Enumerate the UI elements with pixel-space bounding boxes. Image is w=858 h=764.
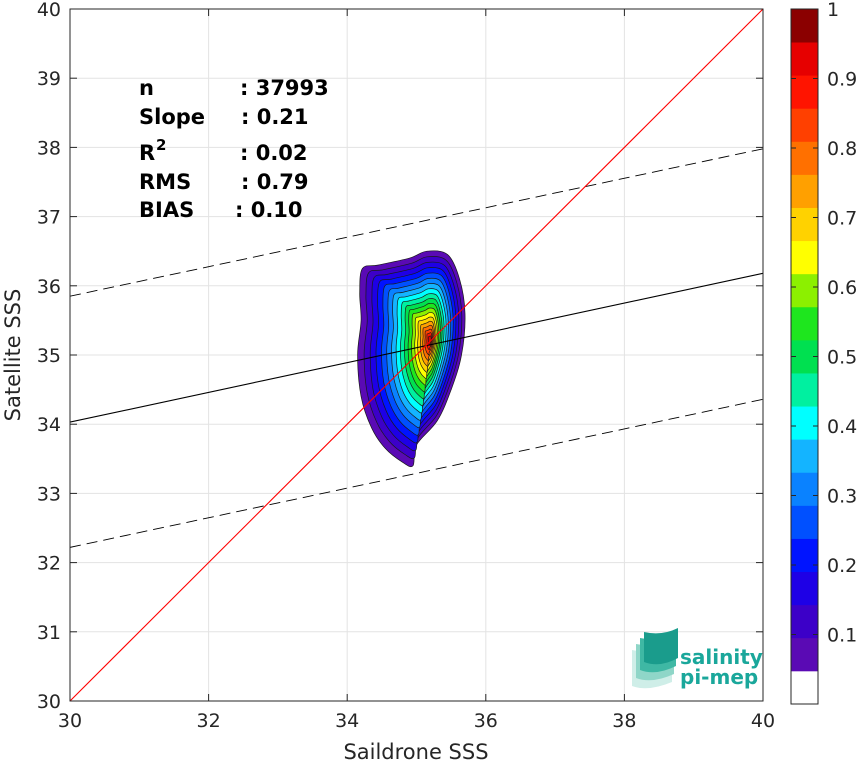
colorbar-segment bbox=[791, 505, 818, 539]
colorbar-segment bbox=[791, 174, 818, 208]
colorbar-tick-label: 0.3 bbox=[827, 486, 857, 508]
y-tick-label: 30 bbox=[37, 691, 61, 713]
y-tick-label: 35 bbox=[37, 345, 61, 367]
stat-value: : 37993 bbox=[240, 76, 329, 100]
y-axis-label: Satellite SSS bbox=[1, 289, 25, 422]
y-tick-label: 32 bbox=[37, 553, 61, 575]
x-tick-label: 38 bbox=[612, 710, 636, 732]
colorbar-segment bbox=[791, 42, 818, 76]
colorbar-segment bbox=[791, 373, 818, 407]
colorbar-tick-label: 0.1 bbox=[827, 625, 857, 647]
x-tick-label: 34 bbox=[335, 710, 359, 732]
x-tick-label: 32 bbox=[197, 710, 221, 732]
stat-label: Slope bbox=[139, 105, 205, 129]
colorbar-segment bbox=[791, 141, 818, 175]
stat-value: : 0.79 bbox=[241, 170, 309, 194]
colorbar-segment bbox=[791, 207, 818, 242]
logo-line2: pi-mep bbox=[680, 665, 758, 689]
y-tick-label: 38 bbox=[37, 137, 61, 159]
colorbar-segment bbox=[791, 75, 818, 109]
lines bbox=[70, 9, 763, 701]
stat-superscript: 2 bbox=[156, 136, 166, 154]
logo-line1: salinity bbox=[680, 645, 763, 669]
colorbar-segment bbox=[791, 604, 818, 639]
colorbar-tick-label: 0.9 bbox=[827, 69, 857, 91]
stat-label: RMS bbox=[139, 170, 191, 194]
y-tick-label: 37 bbox=[37, 207, 61, 229]
colorbar-segment bbox=[791, 273, 818, 308]
identity-line bbox=[70, 9, 763, 701]
y-tick-label: 40 bbox=[37, 0, 61, 21]
colorbar-tick-label: 0.8 bbox=[827, 138, 857, 160]
y-tick-label: 39 bbox=[37, 68, 61, 90]
colorbar-segment bbox=[791, 306, 818, 341]
colorbar-segment bbox=[791, 571, 818, 606]
wave-layers-icon bbox=[632, 628, 678, 689]
colorbar-tick-label: 0.4 bbox=[827, 416, 857, 438]
statistics-block: n : 37993 Slope : 0.21 R 2 : 0.02 RMS : 0.79 BIAS… bbox=[139, 76, 329, 222]
colorbar-segment bbox=[791, 439, 818, 473]
y-tick-label: 33 bbox=[37, 483, 61, 505]
colorbar-segment bbox=[791, 108, 818, 142]
axis-ticks: 30 32 34 36 38 40 30 31 32 33 34 35 36 37 38 39 40 bbox=[37, 0, 775, 732]
y-tick-label: 34 bbox=[37, 414, 61, 436]
stat-label: n bbox=[139, 76, 154, 100]
stat-value: : 0.02 bbox=[240, 141, 308, 165]
colorbar-segment bbox=[791, 670, 818, 705]
colorbar-segment bbox=[791, 637, 818, 672]
colorbar-segment bbox=[791, 240, 818, 275]
x-tick-label: 30 bbox=[58, 710, 82, 732]
colorbar-segment bbox=[791, 472, 818, 506]
colorbar-segment bbox=[791, 9, 818, 43]
y-tick-label: 36 bbox=[37, 276, 61, 298]
colorbar-segment bbox=[791, 406, 818, 440]
x-axis-label: Saildrone SSS bbox=[343, 740, 488, 764]
stat-value: : 0.21 bbox=[241, 105, 309, 129]
colorbar: 0.1 0.2 0.3 0.4 0.5 0.6 0.7 0.8 0.9 1 bbox=[790, 0, 857, 705]
colorbar-tick-label: 0.5 bbox=[827, 347, 857, 369]
colorbar-tick-label: 0.2 bbox=[827, 555, 857, 577]
colorbar-tick-label: 1 bbox=[827, 0, 839, 21]
regression-line bbox=[70, 272, 763, 423]
salinity-pi-mep-logo: salinity pi-mep bbox=[632, 628, 763, 689]
colorbar-tick-label: 0.7 bbox=[827, 208, 857, 230]
stat-label: R bbox=[139, 141, 155, 165]
stat-value: : 0.10 bbox=[235, 198, 303, 222]
x-tick-label: 40 bbox=[751, 710, 775, 732]
y-tick-label: 31 bbox=[37, 622, 61, 644]
x-tick-label: 36 bbox=[474, 710, 498, 732]
stat-label: BIAS bbox=[139, 198, 194, 222]
colorbar-segment bbox=[791, 538, 818, 573]
colorbar-tick-label: 0.6 bbox=[827, 277, 857, 299]
